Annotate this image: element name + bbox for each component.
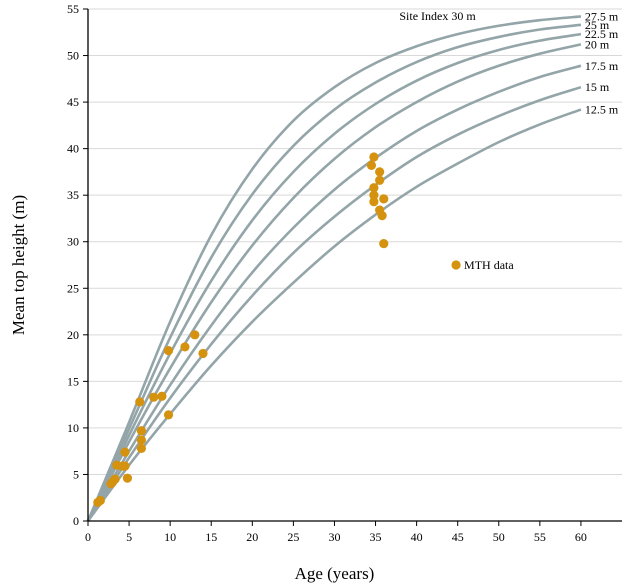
mth-points (93, 152, 389, 507)
x-tick-label-35: 35 (370, 530, 382, 544)
y-tick-label-30: 30 (67, 235, 79, 249)
curve-4 (86, 43, 582, 522)
data-point (95, 495, 105, 506)
data-point (369, 152, 379, 162)
data-point (379, 194, 389, 204)
data-point (163, 346, 174, 356)
y-tick-label-10: 10 (67, 421, 79, 435)
y-tick-label-20: 20 (67, 328, 79, 342)
data-point (190, 330, 200, 340)
x-tick-label-25: 25 (287, 530, 299, 544)
y-tick-label-40: 40 (67, 142, 79, 156)
y-tick-label-0: 0 (73, 514, 79, 528)
data-point (369, 190, 379, 200)
x-tick-label-0: 0 (85, 530, 91, 544)
data-point (377, 211, 387, 221)
curve-6 (86, 85, 582, 522)
data-point (135, 397, 145, 407)
x-tick-label-45: 45 (452, 530, 464, 544)
site-index-curves: 27.5 m25 m22.5 m20 m 17.5 m 15 m 12.5 m (86, 9, 619, 522)
x-tick-label-10: 10 (164, 530, 176, 544)
data-point (120, 447, 130, 457)
data-point (180, 342, 190, 352)
legend-label: MTH data (464, 258, 514, 272)
x-tick-label-50: 50 (493, 530, 505, 544)
y-tick-label-5: 5 (73, 467, 79, 481)
y-tick-label-15: 15 (67, 374, 79, 388)
x-tick-label-5: 5 (126, 530, 132, 544)
data-point (136, 426, 146, 436)
data-point (122, 473, 133, 483)
data-point (375, 175, 385, 185)
axes: 0 5 10 15 20 25 30 35 40 45 50 55 0 5 10 15 20 25 30 35 40 45… (67, 2, 622, 544)
curve-label-7: 12.5 m (585, 103, 619, 117)
x-tick-label-15: 15 (205, 530, 217, 544)
data-point (366, 160, 377, 170)
data-point (136, 443, 146, 453)
data-point (369, 197, 379, 207)
data-point (149, 392, 159, 402)
curve-label-1: 27.5 m (585, 9, 619, 23)
data-point (157, 391, 167, 401)
x-tick-label-40: 40 (411, 530, 423, 544)
curve-label-5: 17.5 m (585, 59, 619, 73)
data-point (110, 474, 120, 484)
curve-label-4: 20 m (585, 37, 610, 51)
data-point (375, 167, 385, 177)
y-tick-label-55: 55 (67, 2, 79, 16)
curve-1 (86, 15, 582, 522)
x-tick-label-60: 60 (575, 530, 587, 544)
data-point (120, 461, 130, 471)
curve-2 (86, 23, 582, 522)
curve-label-3: 22.5 m (585, 27, 619, 41)
curve-3 (86, 32, 582, 522)
data-point (136, 435, 146, 445)
grid-lines (88, 8, 622, 475)
x-tick-label-30: 30 (328, 530, 340, 544)
curve-label-6: 15 m (585, 80, 610, 94)
y-axis-title: Mean top height (m) (9, 195, 28, 335)
data-point (379, 238, 389, 249)
labels: Site Index 30 m Age (years) Mean top hei… (9, 9, 514, 583)
site-index-annotation: Site Index 30 m (399, 9, 476, 23)
curve-7 (86, 108, 582, 522)
y-tick-label-45: 45 (67, 95, 79, 109)
x-tick-label-20: 20 (246, 530, 258, 544)
legend-marker (451, 260, 461, 270)
data-point (369, 183, 379, 193)
y-tick-label-50: 50 (67, 49, 79, 63)
x-tick-label-55: 55 (534, 530, 546, 544)
data-point (163, 410, 174, 420)
curve-label-2: 25 m (585, 18, 610, 32)
y-tick-label-35: 35 (67, 188, 79, 202)
y-tick-label-25: 25 (67, 281, 79, 295)
x-axis-title: Age (years) (295, 564, 375, 583)
data-point (198, 348, 208, 359)
